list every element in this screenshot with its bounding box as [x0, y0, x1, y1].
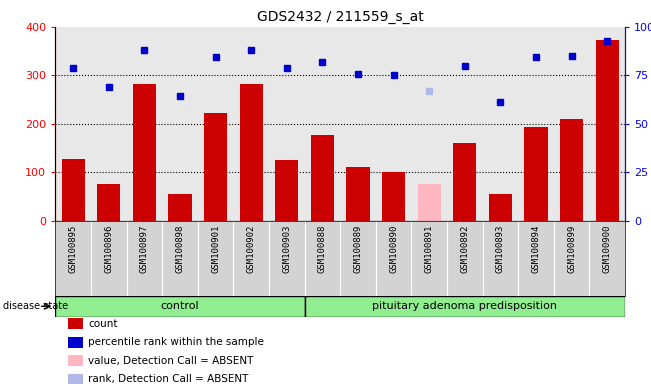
Text: GSM100895: GSM100895	[68, 225, 77, 273]
Text: GSM100888: GSM100888	[318, 225, 327, 273]
Text: GSM100891: GSM100891	[424, 225, 434, 273]
Bar	[269, 27, 305, 221]
Text: GSM100903: GSM100903	[283, 225, 291, 273]
Text: GSM100899: GSM100899	[567, 225, 576, 273]
Bar	[376, 27, 411, 221]
Bar	[482, 27, 518, 221]
Bar	[596, 40, 618, 221]
Bar	[97, 184, 120, 221]
Bar	[518, 27, 554, 221]
Bar	[91, 27, 126, 221]
Bar	[305, 296, 625, 317]
Text: control: control	[161, 301, 199, 311]
Text: disease state: disease state	[3, 301, 68, 311]
Bar	[417, 184, 441, 221]
Text: GSM100896: GSM100896	[104, 225, 113, 273]
Bar	[447, 27, 482, 221]
Bar	[453, 143, 477, 221]
Bar	[346, 167, 370, 221]
Bar	[589, 27, 625, 221]
Text: GSM100894: GSM100894	[531, 225, 540, 273]
Bar	[55, 296, 305, 317]
Bar	[560, 119, 583, 221]
Title: GDS2432 / 211559_s_at: GDS2432 / 211559_s_at	[256, 10, 424, 25]
Bar	[233, 27, 269, 221]
Text: percentile rank within the sample: percentile rank within the sample	[88, 337, 264, 347]
Text: GSM100897: GSM100897	[140, 225, 149, 273]
Bar	[554, 27, 589, 221]
Bar	[340, 27, 376, 221]
Text: GSM100902: GSM100902	[247, 225, 256, 273]
Bar	[240, 84, 263, 221]
Bar	[525, 127, 547, 221]
Text: GSM100892: GSM100892	[460, 225, 469, 273]
Bar	[411, 27, 447, 221]
Bar	[133, 84, 156, 221]
Bar	[311, 134, 334, 221]
Text: GSM100900: GSM100900	[603, 225, 612, 273]
Bar	[489, 194, 512, 221]
Text: GSM100889: GSM100889	[353, 225, 363, 273]
Bar	[126, 27, 162, 221]
Bar	[169, 194, 191, 221]
Bar	[55, 27, 91, 221]
Bar	[275, 160, 298, 221]
Text: rank, Detection Call = ABSENT: rank, Detection Call = ABSENT	[88, 374, 248, 384]
Text: pituitary adenoma predisposition: pituitary adenoma predisposition	[372, 301, 557, 311]
Bar	[62, 159, 85, 221]
Bar	[162, 27, 198, 221]
Text: count: count	[88, 319, 117, 329]
Text: GSM100898: GSM100898	[175, 225, 184, 273]
Text: GSM100890: GSM100890	[389, 225, 398, 273]
Text: GSM100901: GSM100901	[211, 225, 220, 273]
Bar	[305, 27, 340, 221]
Text: value, Detection Call = ABSENT: value, Detection Call = ABSENT	[88, 356, 253, 366]
Text: GSM100893: GSM100893	[496, 225, 505, 273]
Bar	[204, 113, 227, 221]
Bar	[382, 172, 405, 221]
Bar	[198, 27, 233, 221]
